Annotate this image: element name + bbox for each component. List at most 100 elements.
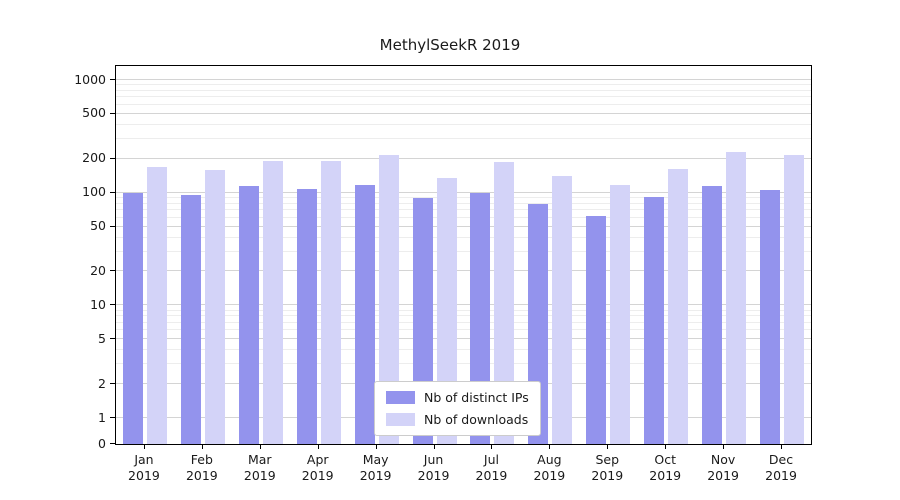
x-label-month: Feb [190, 452, 213, 467]
x-tick [491, 445, 493, 449]
y-tick [110, 225, 115, 227]
legend-swatch-downloads [386, 413, 415, 426]
x-tick-label: Aug 2019 [520, 452, 578, 484]
x-tick-label: Feb 2019 [173, 452, 231, 484]
bar-distinct-ips-sep [586, 216, 607, 444]
y-tick-label: 200 [82, 150, 106, 166]
x-tick [665, 445, 667, 449]
x-tick-label: Sep 2019 [578, 452, 636, 484]
bar-downloads-mar [262, 161, 283, 444]
gridline-minor [116, 329, 811, 331]
x-label-year: 2019 [359, 468, 392, 483]
gridline-minor [116, 363, 811, 365]
x-tick [375, 445, 377, 449]
y-tick [110, 191, 115, 193]
y-tick-label: 500 [82, 105, 106, 121]
gridline-major [116, 157, 811, 159]
x-tick [781, 445, 783, 449]
gridline-minor [116, 236, 811, 238]
legend-item-distinct-ips: Nb of distinct IPs [386, 390, 529, 405]
y-tick-label: 1 [98, 409, 106, 425]
legend-swatch-distinct-ips [386, 391, 415, 404]
y-tick-label: 10 [90, 296, 106, 312]
gridline-major [116, 338, 811, 340]
x-tick-label: Mar 2019 [231, 452, 289, 484]
x-label-year: 2019 [185, 468, 218, 483]
bar-distinct-ips-nov [702, 185, 723, 444]
bar-distinct-ips-may [354, 184, 375, 444]
legend: Nb of distinct IPs Nb of downloads [374, 381, 541, 436]
y-tick [110, 338, 115, 340]
y-tick-label: 50 [90, 218, 106, 234]
x-label-year: 2019 [128, 468, 160, 483]
x-label-year: 2019 [649, 468, 682, 483]
y-tick [110, 304, 115, 306]
legend-label-distinct-ips: Nb of distinct IPs [424, 390, 529, 405]
gridline-major [116, 112, 811, 114]
bar-downloads-jun [436, 177, 457, 444]
x-tick [723, 445, 725, 449]
x-tick [607, 445, 609, 449]
gridline-minor [116, 104, 811, 105]
gridline-minor [116, 123, 811, 125]
x-label-month: Jul [483, 452, 499, 467]
x-label-year: 2019 [243, 468, 276, 483]
gridline-minor [116, 196, 811, 198]
y-tick [110, 79, 115, 80]
y-tick-label: 2 [98, 375, 106, 391]
gridline-minor [116, 96, 811, 98]
gridline-major [116, 79, 811, 80]
bar-distinct-ips-apr [296, 188, 317, 444]
gridline-minor [116, 250, 811, 252]
x-label-month: Aug [537, 452, 562, 467]
x-label-month: May [362, 452, 389, 467]
y-tick-label: 100 [82, 184, 106, 200]
bar-downloads-jan [146, 166, 167, 444]
y-tick [110, 112, 115, 114]
x-label-month: Dec [768, 452, 794, 467]
y-tick [110, 383, 115, 385]
gridline-minor [116, 84, 811, 86]
gridline-minor [116, 309, 811, 311]
gridline-major [116, 304, 811, 306]
gridline-major [116, 191, 811, 193]
x-tick [201, 445, 203, 449]
bar-distinct-ips-mar [238, 185, 259, 444]
gridline-major [116, 270, 811, 272]
x-tick-label: Apr 2019 [289, 452, 347, 484]
x-label-year: 2019 [475, 468, 508, 483]
x-tick-label: Dec 2019 [752, 452, 810, 484]
x-label-month: Apr [306, 452, 329, 467]
bar-distinct-ips-oct [644, 196, 665, 444]
legend-item-downloads: Nb of downloads [386, 412, 529, 427]
bar-downloads-nov [726, 152, 747, 444]
gridline-minor [116, 202, 811, 204]
x-label-month: Sep [595, 452, 620, 467]
plot-area: Nb of distinct IPs Nb of downloads [115, 65, 812, 445]
x-label-year: 2019 [707, 468, 740, 483]
x-label-year: 2019 [591, 468, 624, 483]
x-label-month: Jun [423, 452, 444, 467]
y-tick [110, 157, 115, 159]
x-label-month: Jan [134, 452, 154, 467]
gridline-minor [116, 315, 811, 317]
bar-downloads-jul [494, 161, 515, 444]
x-label-year: 2019 [301, 468, 334, 483]
x-tick [549, 445, 551, 449]
y-tick [110, 270, 115, 272]
bar-distinct-ips-feb [180, 195, 201, 444]
bar-downloads-apr [320, 161, 341, 444]
bar-downloads-oct [668, 169, 689, 444]
y-tick-label: 5 [98, 330, 106, 346]
gridline-major [116, 225, 811, 227]
gridline-minor [116, 137, 811, 139]
x-tick-label: Nov 2019 [694, 452, 752, 484]
x-tick-label: Jun 2019 [405, 452, 463, 484]
bar-downloads-feb [204, 169, 225, 444]
x-tick [433, 445, 435, 449]
y-tick-label: 0 [98, 435, 106, 451]
bar-distinct-ips-dec [760, 190, 781, 444]
gridline-minor [116, 89, 811, 91]
y-tick [110, 443, 115, 444]
